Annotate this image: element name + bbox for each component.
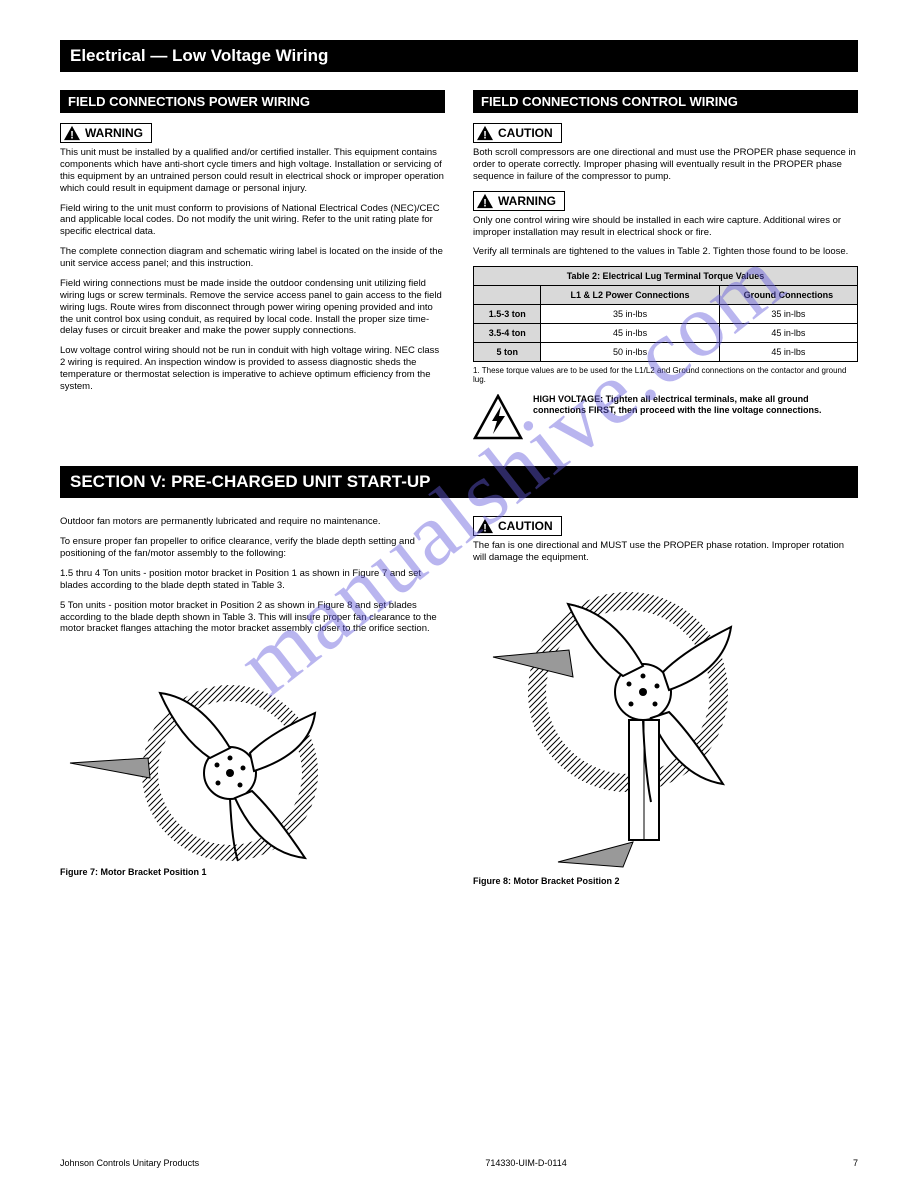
table-title: Table 2: Electrical Lug Terminal Torque … — [474, 267, 858, 286]
warning-icon: ! — [476, 193, 494, 209]
list-item: 5 Ton units - position motor bracket in … — [60, 600, 445, 636]
svg-text:!: ! — [483, 197, 487, 209]
caution-label: CAUTION — [498, 126, 553, 140]
figure-8-illustration — [473, 572, 733, 872]
table-cell: 35 in-lbs — [719, 305, 857, 324]
torque-table-wrap: Table 2: Electrical Lug Terminal Torque … — [473, 266, 858, 384]
table-footnote: 1. These torque values are to be used fo… — [473, 366, 858, 384]
warning-icon: ! — [476, 518, 494, 534]
two-column-layout: FIELD CONNECTIONS POWER WIRING ! WARNING… — [60, 90, 858, 446]
list-item: 1.5 thru 4 Ton units - position motor br… — [60, 568, 445, 592]
table-cell: 50 in-lbs — [541, 343, 719, 362]
footer-page-number: 7 — [853, 1158, 858, 1168]
warning-badge-right: ! WARNING — [473, 191, 565, 211]
right-column: FIELD CONNECTIONS CONTROL WIRING ! CAUTI… — [473, 90, 858, 446]
table-row: L1 & L2 Power Connections Ground Connect… — [474, 286, 858, 305]
paragraph: Outdoor fan motors are permanently lubri… — [60, 516, 445, 528]
high-voltage-icon — [473, 394, 523, 442]
section-heading-right: FIELD CONNECTIONS CONTROL WIRING — [473, 90, 858, 113]
table-row: 1.5-3 ton 35 in-lbs 35 in-lbs — [474, 305, 858, 324]
table-cell: 45 in-lbs — [719, 343, 857, 362]
figure-8-label: Figure 8: Motor Bracket Position 2 — [473, 876, 858, 886]
paragraph: Only one control wiring wire should be i… — [473, 215, 858, 239]
svg-text:!: ! — [483, 523, 487, 535]
paragraph: Verify all terminals are tightened to th… — [473, 246, 858, 258]
table-row: Table 2: Electrical Lug Terminal Torque … — [474, 267, 858, 286]
table-header: L1 & L2 Power Connections — [541, 286, 719, 305]
paragraph: Low voltage control wiring should not be… — [60, 345, 445, 393]
two-column-layout-lower: Outdoor fan motors are permanently lubri… — [60, 516, 858, 886]
svg-text:!: ! — [70, 129, 74, 141]
footer-center: 714330-UIM-D-0114 — [199, 1158, 853, 1168]
paragraph: To ensure proper fan propeller to orific… — [60, 536, 445, 560]
left-column: FIELD CONNECTIONS POWER WIRING ! WARNING… — [60, 90, 445, 446]
paragraph: Field wiring connections must be made in… — [60, 278, 445, 337]
left-column-lower: Outdoor fan motors are permanently lubri… — [60, 516, 445, 886]
caution-badge-lower: ! CAUTION — [473, 516, 562, 536]
svg-text:!: ! — [483, 129, 487, 141]
table-cell: 45 in-lbs — [541, 324, 719, 343]
table-cell: 45 in-lbs — [719, 324, 857, 343]
warning-label: WARNING — [85, 126, 143, 140]
section-v-heading: SECTION V: PRE-CHARGED UNIT START-UP — [60, 466, 858, 498]
paragraph: The fan is one directional and MUST use … — [473, 540, 858, 564]
high-voltage-text: HIGH VOLTAGE: Tighten all electrical ter… — [533, 394, 858, 415]
section-heading-left: FIELD CONNECTIONS POWER WIRING — [60, 90, 445, 113]
table-row: 5 ton 50 in-lbs 45 in-lbs — [474, 343, 858, 362]
paragraph: This unit must be installed by a qualifi… — [60, 147, 445, 195]
warning-label: WARNING — [498, 194, 556, 208]
caution-label: CAUTION — [498, 519, 553, 533]
warning-icon: ! — [476, 125, 494, 141]
paragraph: Field wiring to the unit must conform to… — [60, 203, 445, 239]
warning-icon: ! — [63, 125, 81, 141]
table-header — [474, 286, 541, 305]
caution-badge: ! CAUTION — [473, 123, 562, 143]
page-title: Electrical — Low Voltage Wiring — [60, 40, 858, 72]
right-column-lower: ! CAUTION The fan is one directional and… — [473, 516, 858, 886]
table-cell: 1.5-3 ton — [474, 305, 541, 324]
table-header: Ground Connections — [719, 286, 857, 305]
page-footer: Johnson Controls Unitary Products 714330… — [60, 1158, 858, 1168]
paragraph: Both scroll compressors are one directio… — [473, 147, 858, 183]
figure-7-illustration — [60, 643, 320, 863]
high-voltage-block: HIGH VOLTAGE: Tighten all electrical ter… — [473, 394, 858, 446]
footer-left: Johnson Controls Unitary Products — [60, 1158, 199, 1168]
table-row: 3.5-4 ton 45 in-lbs 45 in-lbs — [474, 324, 858, 343]
table-cell: 35 in-lbs — [541, 305, 719, 324]
table-cell: 5 ton — [474, 343, 541, 362]
warning-badge-left: ! WARNING — [60, 123, 152, 143]
table-cell: 3.5-4 ton — [474, 324, 541, 343]
figure-7-label: Figure 7: Motor Bracket Position 1 — [60, 867, 445, 877]
torque-table: Table 2: Electrical Lug Terminal Torque … — [473, 266, 858, 362]
paragraph: The complete connection diagram and sche… — [60, 246, 445, 270]
